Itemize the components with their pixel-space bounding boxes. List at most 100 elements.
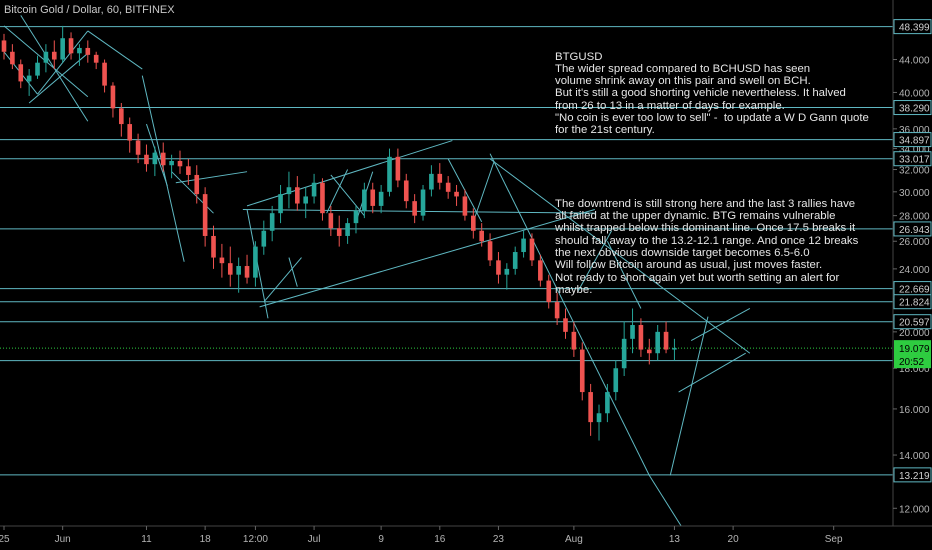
y-tick-label-11: 34.000 [899,145,930,156]
price-axis-background [893,0,932,550]
candle-body-56 [471,215,476,231]
y-tick-label-0: 12.000 [899,504,930,515]
candle-body-43 [362,189,367,211]
candle-28 [236,257,241,293]
candle-66 [554,292,560,326]
candle-body-62 [521,238,526,253]
candle-body-69 [579,349,585,393]
candle-68 [571,321,577,357]
candle-body-30 [253,246,258,278]
annotation-paragraph-2: The downtrend is still strong here and t… [555,197,859,296]
candle-body-80 [672,348,677,350]
candle-72 [605,383,610,423]
level-tag-label-5: 22.669 [899,285,930,296]
candle-12 [102,59,107,93]
candle-9 [77,44,82,66]
candle-16 [135,133,141,164]
candle-body-65 [546,280,552,303]
candle-51 [429,165,434,197]
candle-7 [60,25,65,63]
candle-49 [412,194,417,224]
candle-body-11 [93,54,99,63]
candle-20 [169,154,174,179]
candle-body-7 [60,38,65,60]
trendline-16 [326,169,349,214]
y-tick-label-3: 18.000 [899,364,930,375]
trendline-18 [330,174,365,216]
candle-33 [278,184,283,224]
candle-body-26 [219,257,225,264]
candle-23 [194,165,200,204]
candle-body-39 [328,213,334,229]
candles [1,25,677,441]
candle-body-37 [311,182,317,197]
candle-48 [403,173,409,209]
candle-29 [244,254,250,284]
candle-body-76 [638,325,644,350]
trendline-10 [242,209,595,214]
candle-body-25 [211,235,216,258]
candle-body-34 [286,187,292,195]
candle-body-41 [345,223,350,236]
level-tag-label-0: 48.399 [899,23,930,34]
candle-body-20 [169,160,174,166]
candle-24 [202,187,208,247]
analysis-annotation: BTGUSD The wider spread compared to BCHU… [555,26,885,321]
candle-body-53 [445,182,451,192]
x-tick-label-8: 23 [493,534,505,545]
candle-body-40 [336,228,342,236]
candle-body-31 [261,230,267,247]
candle-18 [152,146,158,177]
candle-body-4 [35,62,40,76]
trendline-26 [690,308,751,342]
candle-13 [110,82,116,118]
candle-body-47 [395,156,401,181]
candle-8 [68,32,74,60]
candle-0 [1,33,7,60]
candle-body-74 [621,338,627,369]
candle-body-28 [236,266,241,275]
candle-body-10 [85,47,91,55]
candle-32 [269,205,275,242]
candle-37 [311,173,317,204]
candle-79 [663,321,669,354]
candle-15 [127,117,133,153]
candle-26 [219,243,225,278]
candle-body-48 [403,180,409,202]
current-price-tag-box [894,340,931,369]
level-tag-box-9 [893,467,932,483]
trendline-12 [259,209,595,308]
candle-body-24 [202,194,208,236]
candle-body-79 [663,331,669,350]
candle-40 [336,215,342,247]
candle-body-5 [43,51,49,63]
level-tag-label-7: 20.597 [899,318,930,329]
candle-64 [538,254,543,287]
trendline-8 [175,171,248,184]
candle-56 [471,208,476,239]
candle-25 [211,225,216,269]
candle-14 [119,102,124,137]
candle-76 [638,318,644,357]
candle-body-46 [387,156,392,192]
x-tick-label-2: 11 [141,534,152,545]
candle-body-18 [152,152,158,165]
candle-22 [186,158,191,185]
trendline-4 [28,52,89,104]
trendline-21 [489,153,650,476]
candle-body-6 [51,51,57,60]
candle-31 [261,220,267,255]
level-tag-box-1 [893,100,932,116]
candle-35 [295,176,300,211]
y-tick-label-12: 36.000 [899,125,930,136]
candle-27 [227,246,233,287]
candle-body-52 [437,173,443,183]
level-tag-label-2: 34.897 [899,136,930,147]
candle-body-44 [370,189,376,206]
candle-17 [144,144,149,172]
trendline-20 [472,160,495,223]
candle-65 [546,274,552,309]
candle-body-33 [278,194,283,214]
candle-body-45 [378,191,384,206]
